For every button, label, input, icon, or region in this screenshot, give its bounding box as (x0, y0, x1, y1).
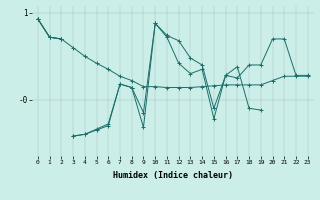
X-axis label: Humidex (Indice chaleur): Humidex (Indice chaleur) (113, 171, 233, 180)
